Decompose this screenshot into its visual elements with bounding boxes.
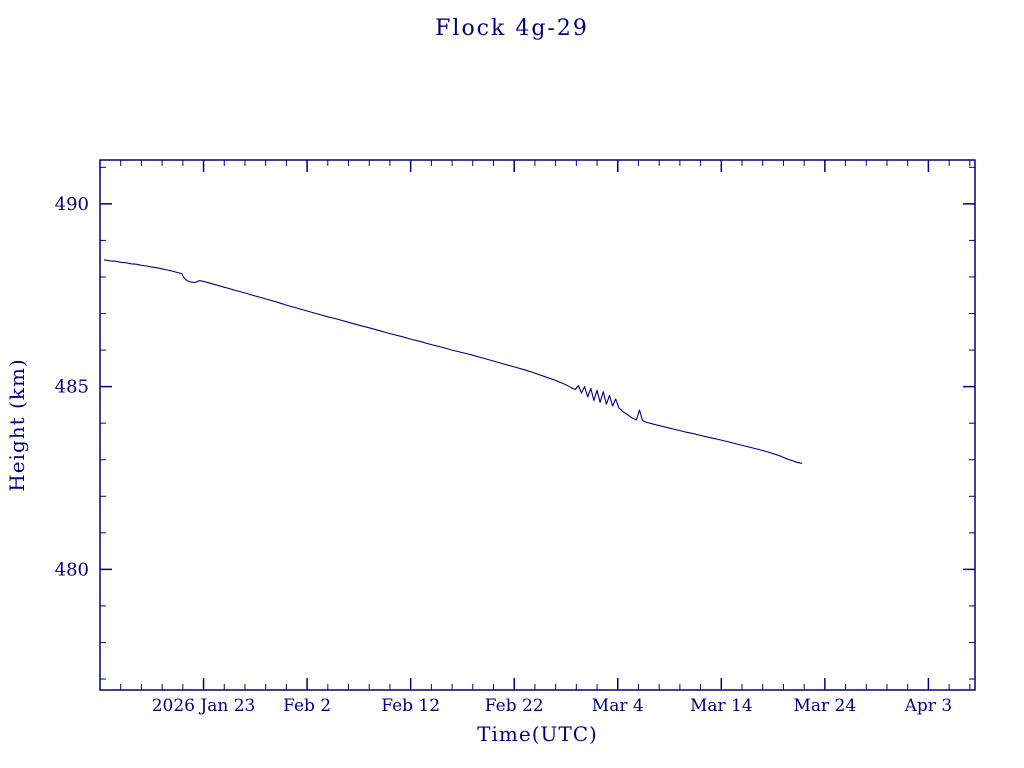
chart-title: Flock 4g-29 [435,16,589,41]
x-tick-label: Feb 2 [283,696,331,716]
x-tick-label: Apr 3 [904,696,953,716]
x-tick-label: Mar 14 [690,696,753,716]
x-tick-label: Feb 12 [381,696,440,716]
data-line [104,259,803,464]
x-tick-label: 2026 Jan 23 [152,696,256,716]
plot-frame [99,159,976,691]
x-axis-title: Time(UTC) [477,722,598,746]
y-axis-title: Height (km) [5,358,29,492]
x-tick-label: Feb 22 [485,696,544,716]
y-tick-label: 490 [55,194,89,215]
x-tick-label: Mar 24 [793,696,856,716]
x-tick-label: Mar 4 [592,696,644,716]
y-tick-label: 480 [55,559,89,580]
y-tick-label: 485 [55,377,89,398]
